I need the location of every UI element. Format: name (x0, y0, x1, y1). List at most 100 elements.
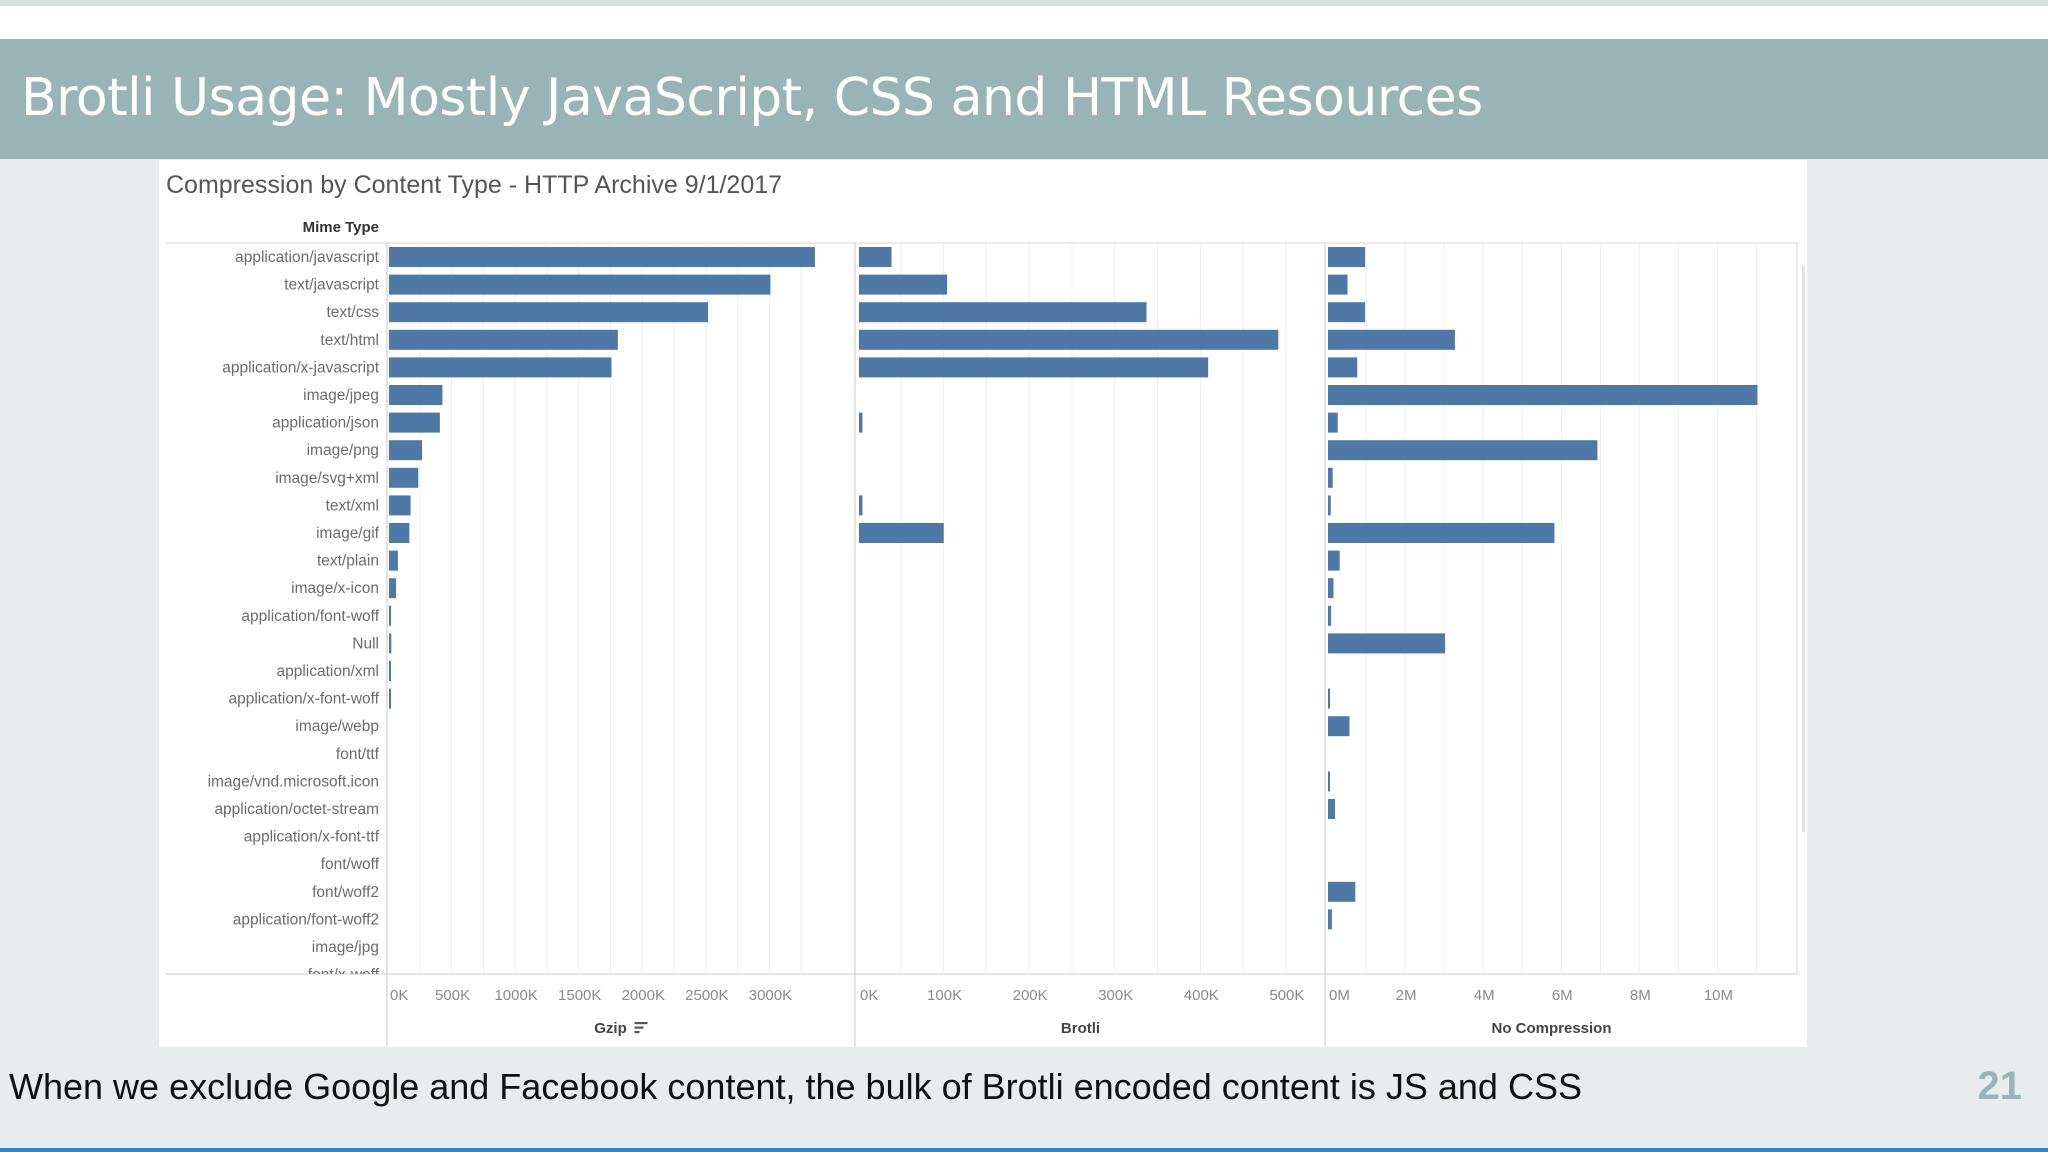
bar-gzip (389, 495, 411, 516)
bar-brotli (859, 274, 948, 295)
category-label: font/woff2 (312, 884, 379, 901)
category-label: Null (352, 635, 379, 652)
bar-gzip (389, 274, 771, 295)
bar-no-compression (1328, 385, 1758, 405)
category-label: text/css (326, 304, 379, 321)
category-label: application/font-woff (241, 608, 379, 625)
bar-gzip (389, 633, 392, 654)
bar-brotli (859, 357, 1209, 378)
bar-brotli (859, 523, 944, 543)
category-label: application/x-javascript (222, 359, 379, 376)
category-label: application/octet-stream (214, 801, 379, 818)
category-label: image/vnd.microsoft.icon (208, 773, 379, 790)
x-tick-label: 100K (927, 987, 962, 1004)
bar-no-compression (1328, 329, 1455, 350)
top-margin (0, 6, 2048, 39)
bar-no-compression (1328, 799, 1336, 819)
bar-no-compression (1328, 605, 1332, 626)
x-tick-label: 2M (1396, 987, 1417, 1004)
category-label: application/font-woff2 (233, 911, 379, 928)
bar-brotli (859, 412, 863, 433)
bar-brotli (859, 329, 1279, 350)
x-tick-label: 0K (860, 987, 878, 1004)
category-label: image/webp (295, 718, 379, 735)
page-number: 21 (1977, 1064, 2023, 1108)
category-label: font/woff (321, 856, 380, 873)
bar-gzip (389, 329, 618, 350)
x-tick-label: 0M (1329, 987, 1350, 1004)
x-tick-label: 3000K (749, 987, 792, 1004)
sort-descending-icon (634, 1022, 648, 1034)
x-tick-label: 400K (1184, 987, 1219, 1004)
x-tick-label: 0K (390, 987, 408, 1004)
x-tick-label: 1000K (494, 987, 537, 1004)
category-label: application/javascript (235, 249, 380, 266)
bar-gzip (389, 688, 391, 709)
title-band (0, 39, 2048, 159)
bar-no-compression (1328, 523, 1555, 543)
bar-gzip (389, 550, 398, 571)
category-label: application/xml (276, 663, 379, 680)
bar-brotli (859, 495, 863, 516)
x-tick-label: 500K (1269, 987, 1304, 1004)
category-label: image/jpeg (303, 387, 379, 404)
bar-gzip (389, 467, 419, 488)
series-label: Brotli (1061, 1020, 1100, 1037)
bar-no-compression (1328, 357, 1358, 378)
chart-scrollbar[interactable] (1802, 266, 1805, 832)
bar-no-compression (1328, 495, 1331, 516)
category-label: font/ttf (336, 746, 380, 763)
bar-gzip (389, 247, 815, 267)
series-label: Gzip (594, 1020, 627, 1037)
bar-no-compression (1328, 633, 1446, 654)
bar-gzip (389, 661, 391, 681)
category-label: application/json (272, 415, 379, 432)
bar-gzip (389, 578, 396, 599)
series-label: No Compression (1491, 1020, 1611, 1037)
bottom-rule (0, 1148, 2048, 1152)
category-label: image/gif (316, 525, 380, 542)
category-label: text/plain (317, 553, 379, 570)
bar-no-compression (1328, 274, 1348, 295)
bar-gzip (389, 605, 391, 626)
x-tick-label: 4M (1474, 987, 1495, 1004)
bar-no-compression (1328, 247, 1366, 267)
bar-no-compression (1328, 881, 1356, 902)
category-label: image/x-icon (291, 580, 379, 597)
bar-gzip (389, 357, 612, 378)
bar-brotli (859, 247, 892, 267)
slide-title: Brotli Usage: Mostly JavaScript, CSS and… (21, 68, 1483, 128)
chart-panel: Compression by Content Type - HTTP Archi… (159, 160, 1807, 1047)
bar-no-compression (1328, 440, 1598, 461)
x-tick-label: 8M (1630, 987, 1651, 1004)
bar-no-compression (1328, 578, 1334, 599)
x-tick-label: 300K (1098, 987, 1133, 1004)
category-label: text/html (320, 332, 379, 349)
x-tick-label: 200K (1013, 987, 1048, 1004)
category-label-partial: font/x-woff (308, 967, 380, 984)
bar-no-compression (1328, 688, 1330, 709)
bar-gzip (389, 412, 440, 433)
bar-gzip (389, 385, 443, 405)
x-tick-label: 6M (1552, 987, 1573, 1004)
x-tick-label: 10M (1704, 987, 1733, 1004)
category-label: text/xml (326, 497, 379, 514)
x-tick-label: 2000K (622, 987, 665, 1004)
category-label: application/x-font-ttf (244, 829, 380, 846)
bar-no-compression (1328, 302, 1366, 323)
x-tick-label: 1500K (558, 987, 601, 1004)
chart-title: Compression by Content Type - HTTP Archi… (166, 171, 782, 199)
x-tick-label: 2500K (685, 987, 728, 1004)
category-label: image/jpg (312, 939, 379, 956)
x-tick-label: 500K (435, 987, 470, 1004)
bar-gzip (389, 440, 423, 461)
bar-gzip (389, 302, 709, 323)
slide-caption: When we exclude Google and Facebook cont… (9, 1066, 1582, 1107)
row-header: Mime Type (303, 219, 379, 236)
bar-brotli (859, 302, 1147, 323)
bar-gzip (389, 523, 410, 543)
top-strip (0, 0, 2048, 6)
bar-no-compression (1328, 467, 1333, 488)
category-label: text/javascript (284, 277, 379, 294)
bar-no-compression (1328, 550, 1340, 571)
